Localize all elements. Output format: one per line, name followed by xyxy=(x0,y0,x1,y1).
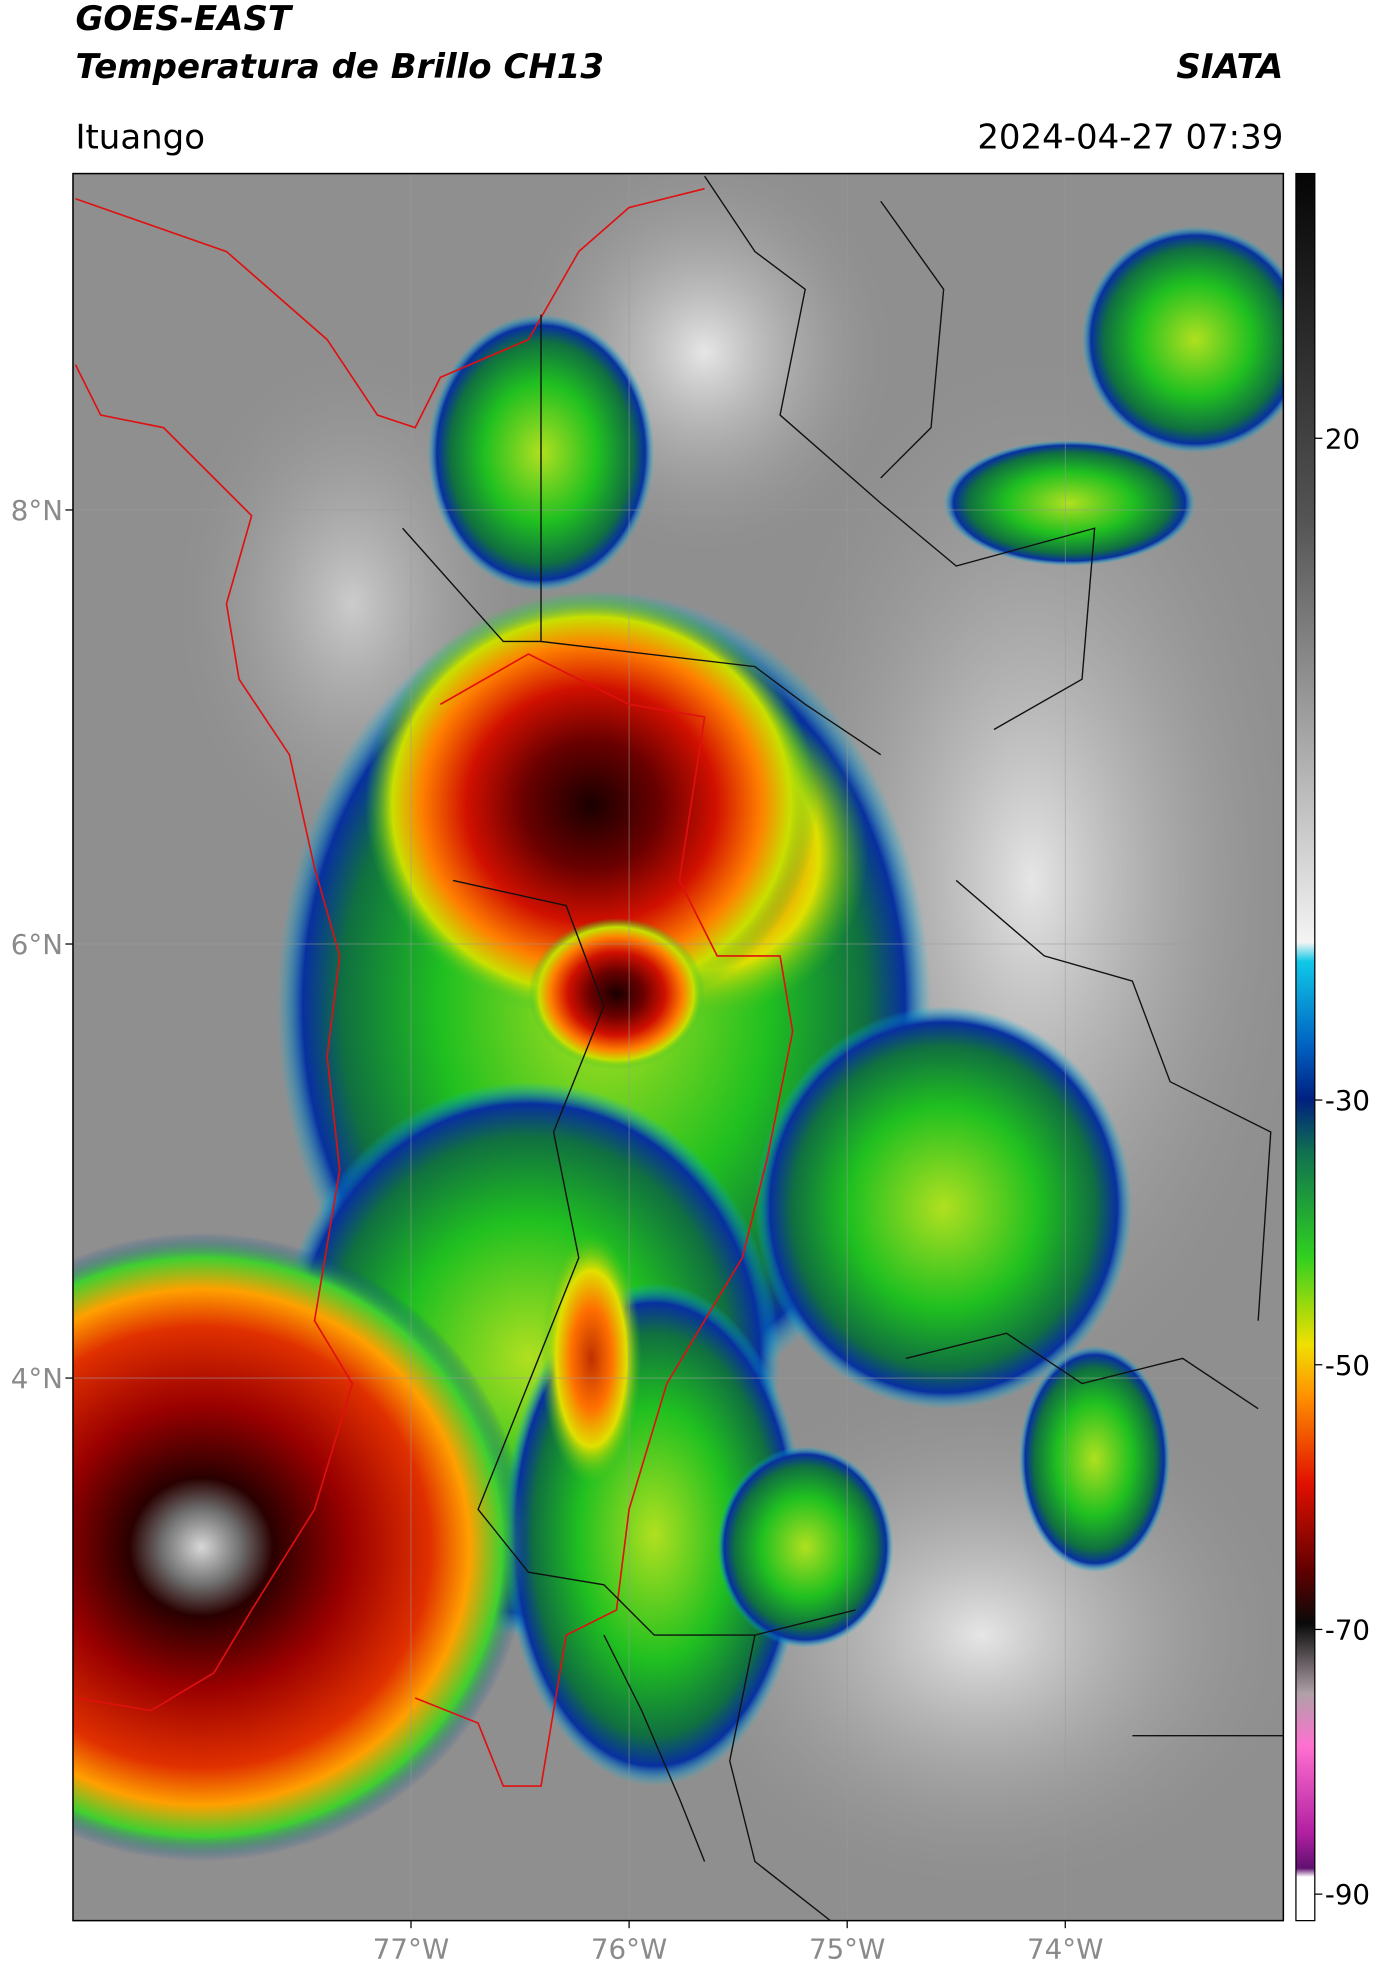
borders xyxy=(74,175,1284,1921)
x-tick-label: 75°W xyxy=(809,1932,885,1965)
x-tick-label: 74°W xyxy=(1027,1932,1103,1965)
colorbar-tick-label: -70 xyxy=(1325,1614,1370,1647)
title: GOES-EAST xyxy=(75,0,293,39)
y-tick-label: 4°N xyxy=(11,1362,63,1395)
colorbar-tick-label: -50 xyxy=(1325,1349,1370,1382)
colorbar xyxy=(1295,172,1316,1922)
map-frame xyxy=(72,172,1285,1922)
satellite-image xyxy=(72,173,1284,1921)
x-tick-label: 77°W xyxy=(373,1932,449,1965)
y-tick-label: 6°N xyxy=(11,928,63,961)
colorbar-tick-label: -30 xyxy=(1325,1084,1370,1117)
x-tick-label: 76°W xyxy=(591,1932,667,1965)
y-tick-label: 8°N xyxy=(11,494,63,527)
colorbar-tick-label: -90 xyxy=(1325,1878,1370,1911)
colorbar-tick-label: 20 xyxy=(1325,422,1360,455)
timestamp: 2024-04-27 07:39 xyxy=(977,117,1283,157)
brand: SIATA xyxy=(1176,47,1283,87)
subtitle: Temperatura de Brillo CH13 xyxy=(75,47,604,87)
location: Ituango xyxy=(75,117,205,157)
